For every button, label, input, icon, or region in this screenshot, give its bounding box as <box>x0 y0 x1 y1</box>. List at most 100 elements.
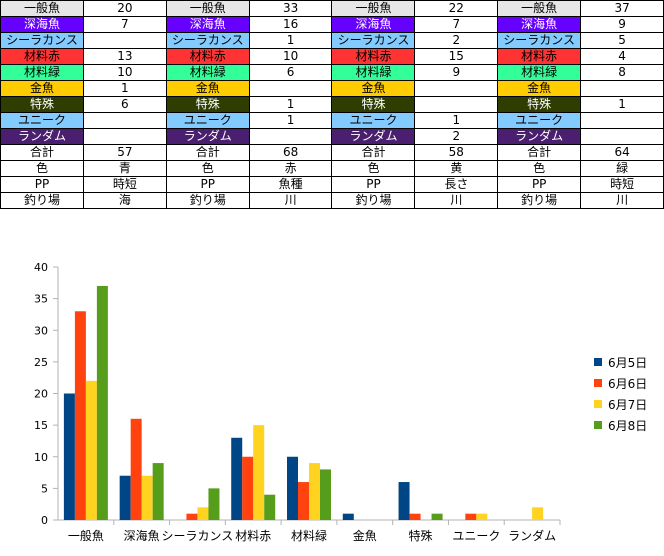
value-cell[interactable]: 赤 <box>248 160 333 177</box>
row-label-cell[interactable]: 深海魚 <box>497 16 582 33</box>
value-cell[interactable]: 57 <box>82 144 167 161</box>
value-cell[interactable]: 6 <box>248 64 333 81</box>
value-cell[interactable]: 16 <box>248 16 333 33</box>
value-cell[interactable]: 黄 <box>414 160 499 177</box>
value-cell[interactable]: 時短 <box>82 176 167 193</box>
value-cell[interactable] <box>414 96 499 113</box>
value-cell[interactable]: 13 <box>82 48 167 65</box>
value-cell[interactable]: 1 <box>248 112 333 129</box>
row-label-cell[interactable]: ランダム <box>497 128 582 145</box>
row-label-cell[interactable]: 釣り場 <box>0 192 84 209</box>
value-cell[interactable]: 20 <box>82 0 167 17</box>
value-cell[interactable]: 川 <box>414 192 499 209</box>
value-cell[interactable]: 10 <box>82 64 167 81</box>
value-cell[interactable]: 川 <box>248 192 333 209</box>
row-label-cell[interactable]: 特殊 <box>497 96 582 113</box>
value-cell[interactable]: 1 <box>82 80 167 97</box>
row-label-cell[interactable]: 色 <box>331 160 416 177</box>
row-label-cell[interactable]: 深海魚 <box>165 16 250 33</box>
row-label-cell[interactable]: 材料赤 <box>331 48 416 65</box>
value-cell[interactable]: 4 <box>580 48 664 65</box>
value-cell[interactable]: 長さ <box>414 176 499 193</box>
row-label-cell[interactable]: 釣り場 <box>331 192 416 209</box>
value-cell[interactable] <box>580 80 664 97</box>
value-cell[interactable]: 68 <box>248 144 333 161</box>
row-label-cell[interactable]: 特殊 <box>0 96 84 113</box>
row-label-cell[interactable]: 色 <box>497 160 582 177</box>
row-label-cell[interactable]: 色 <box>0 160 84 177</box>
row-label-cell[interactable]: シーラカンス <box>331 32 416 49</box>
value-cell[interactable]: 9 <box>580 16 664 33</box>
value-cell[interactable] <box>414 80 499 97</box>
value-cell[interactable]: 6 <box>82 96 167 113</box>
value-cell[interactable]: 魚種 <box>248 176 333 193</box>
value-cell[interactable] <box>248 128 333 145</box>
value-cell[interactable] <box>82 128 167 145</box>
row-label-cell[interactable]: ユニーク <box>331 112 416 129</box>
value-cell[interactable] <box>82 112 167 129</box>
value-cell[interactable]: 1 <box>580 96 664 113</box>
row-label-cell[interactable]: 一般魚 <box>165 0 250 17</box>
row-label-cell[interactable]: シーラカンス <box>497 32 582 49</box>
row-label-cell[interactable]: 特殊 <box>331 96 416 113</box>
value-cell[interactable] <box>82 32 167 49</box>
row-label-cell[interactable]: シーラカンス <box>165 32 250 49</box>
value-cell[interactable]: 5 <box>580 32 664 49</box>
value-cell[interactable]: 7 <box>82 16 167 33</box>
value-cell[interactable] <box>580 112 664 129</box>
value-cell[interactable]: 1 <box>248 96 333 113</box>
row-label-cell[interactable]: 一般魚 <box>0 0 84 17</box>
row-label-cell[interactable]: ランダム <box>165 128 250 145</box>
row-label-cell[interactable]: 金魚 <box>497 80 582 97</box>
value-cell[interactable] <box>580 128 664 145</box>
value-cell[interactable]: 9 <box>414 64 499 81</box>
row-label-cell[interactable]: 合計 <box>165 144 250 161</box>
row-label-cell[interactable]: 特殊 <box>165 96 250 113</box>
row-label-cell[interactable]: ランダム <box>0 128 84 145</box>
row-label-cell[interactable]: 金魚 <box>0 80 84 97</box>
row-label-cell[interactable]: 釣り場 <box>497 192 582 209</box>
value-cell[interactable]: 川 <box>580 192 664 209</box>
value-cell[interactable]: 37 <box>580 0 664 17</box>
value-cell[interactable]: 10 <box>248 48 333 65</box>
row-label-cell[interactable]: PP <box>331 176 416 193</box>
row-label-cell[interactable]: PP <box>497 176 582 193</box>
row-label-cell[interactable]: 釣り場 <box>165 192 250 209</box>
value-cell[interactable]: 2 <box>414 32 499 49</box>
row-label-cell[interactable]: 合計 <box>497 144 582 161</box>
value-cell[interactable]: 2 <box>414 128 499 145</box>
row-label-cell[interactable]: 材料緑 <box>331 64 416 81</box>
row-label-cell[interactable]: 合計 <box>0 144 84 161</box>
value-cell[interactable]: 1 <box>414 112 499 129</box>
row-label-cell[interactable]: 材料赤 <box>0 48 84 65</box>
value-cell[interactable] <box>248 80 333 97</box>
row-label-cell[interactable]: 材料赤 <box>497 48 582 65</box>
value-cell[interactable]: 緑 <box>580 160 664 177</box>
row-label-cell[interactable]: 一般魚 <box>331 0 416 17</box>
row-label-cell[interactable]: PP <box>0 176 84 193</box>
row-label-cell[interactable]: PP <box>165 176 250 193</box>
value-cell[interactable]: 1 <box>248 32 333 49</box>
value-cell[interactable]: 15 <box>414 48 499 65</box>
row-label-cell[interactable]: シーラカンス <box>0 32 84 49</box>
value-cell[interactable]: 8 <box>580 64 664 81</box>
row-label-cell[interactable]: ユニーク <box>0 112 84 129</box>
row-label-cell[interactable]: 金魚 <box>331 80 416 97</box>
row-label-cell[interactable]: 材料緑 <box>165 64 250 81</box>
value-cell[interactable]: 64 <box>580 144 664 161</box>
value-cell[interactable]: 青 <box>82 160 167 177</box>
row-label-cell[interactable]: ランダム <box>331 128 416 145</box>
value-cell[interactable]: 7 <box>414 16 499 33</box>
row-label-cell[interactable]: ユニーク <box>165 112 250 129</box>
value-cell[interactable]: 時短 <box>580 176 664 193</box>
row-label-cell[interactable]: 材料緑 <box>497 64 582 81</box>
value-cell[interactable]: 海 <box>82 192 167 209</box>
value-cell[interactable]: 33 <box>248 0 333 17</box>
row-label-cell[interactable]: 合計 <box>331 144 416 161</box>
row-label-cell[interactable]: ユニーク <box>497 112 582 129</box>
row-label-cell[interactable]: 深海魚 <box>331 16 416 33</box>
row-label-cell[interactable]: 材料赤 <box>165 48 250 65</box>
row-label-cell[interactable]: 金魚 <box>165 80 250 97</box>
row-label-cell[interactable]: 材料緑 <box>0 64 84 81</box>
row-label-cell[interactable]: 一般魚 <box>497 0 582 17</box>
